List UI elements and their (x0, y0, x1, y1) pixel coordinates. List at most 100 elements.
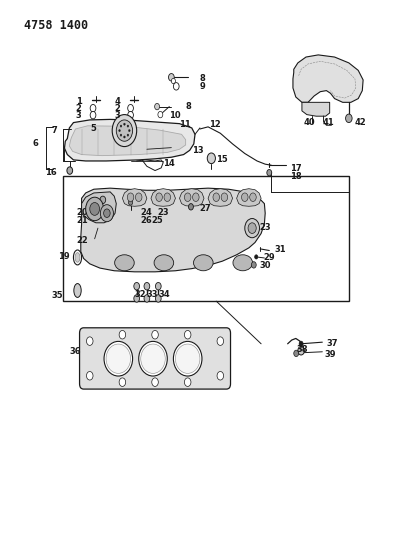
Ellipse shape (74, 284, 81, 297)
Text: 3: 3 (76, 111, 82, 119)
Text: 16: 16 (45, 168, 57, 176)
Circle shape (119, 378, 126, 386)
Polygon shape (151, 189, 175, 206)
Text: 9: 9 (200, 82, 206, 91)
Circle shape (169, 74, 174, 81)
Polygon shape (180, 189, 204, 206)
Text: 24: 24 (141, 208, 153, 217)
Circle shape (129, 130, 130, 132)
Circle shape (217, 372, 224, 380)
Circle shape (67, 167, 73, 174)
Text: 5: 5 (90, 125, 96, 133)
Text: 6: 6 (33, 140, 39, 148)
Circle shape (188, 204, 193, 210)
Text: 35: 35 (52, 292, 63, 300)
Polygon shape (69, 126, 186, 156)
Text: 26: 26 (141, 216, 153, 224)
Circle shape (129, 200, 133, 205)
Text: 11: 11 (179, 120, 191, 129)
Text: 41: 41 (322, 118, 334, 127)
Ellipse shape (115, 255, 134, 271)
Circle shape (120, 134, 122, 136)
Text: 34: 34 (158, 290, 170, 299)
Circle shape (242, 193, 248, 201)
Circle shape (124, 136, 125, 138)
Text: 19: 19 (58, 252, 69, 261)
Ellipse shape (138, 209, 144, 214)
Text: 17: 17 (290, 165, 301, 173)
Circle shape (152, 330, 158, 339)
Circle shape (90, 111, 96, 119)
Text: 2: 2 (115, 104, 120, 112)
Text: 18: 18 (290, 172, 301, 181)
Circle shape (86, 197, 104, 221)
Text: 4758 1400: 4758 1400 (24, 19, 89, 31)
Circle shape (184, 193, 191, 201)
Text: 29: 29 (263, 254, 275, 262)
Circle shape (144, 295, 150, 302)
Text: 23: 23 (259, 223, 271, 231)
Ellipse shape (75, 253, 80, 262)
Circle shape (134, 282, 140, 290)
Circle shape (155, 282, 161, 290)
Ellipse shape (73, 250, 82, 265)
Text: 21: 21 (76, 216, 88, 224)
Text: 7: 7 (51, 126, 57, 135)
Polygon shape (237, 189, 261, 206)
Circle shape (155, 295, 161, 302)
Circle shape (152, 378, 158, 386)
Text: 8: 8 (200, 74, 206, 83)
Circle shape (184, 330, 191, 339)
Circle shape (158, 111, 163, 118)
Text: 2: 2 (76, 104, 82, 112)
Text: 27: 27 (199, 205, 211, 213)
Circle shape (221, 193, 228, 201)
Text: 15: 15 (216, 156, 228, 164)
Ellipse shape (193, 255, 213, 271)
Text: 22: 22 (76, 236, 88, 245)
Text: 39: 39 (324, 350, 336, 359)
Circle shape (119, 130, 120, 132)
Text: 12: 12 (209, 120, 221, 129)
Polygon shape (122, 189, 147, 206)
Text: 14: 14 (163, 159, 175, 168)
Circle shape (135, 193, 142, 201)
Circle shape (144, 282, 150, 290)
Polygon shape (81, 188, 265, 272)
Circle shape (127, 193, 134, 201)
Circle shape (120, 125, 122, 127)
Circle shape (184, 378, 191, 386)
Circle shape (119, 330, 126, 339)
Circle shape (173, 83, 179, 90)
Text: 8: 8 (186, 102, 191, 111)
Text: 3: 3 (115, 111, 120, 119)
Circle shape (86, 337, 93, 345)
Circle shape (193, 193, 199, 201)
Circle shape (155, 103, 160, 110)
Ellipse shape (104, 342, 133, 376)
Text: 37: 37 (326, 340, 338, 348)
Circle shape (127, 134, 129, 136)
Circle shape (255, 255, 258, 259)
Circle shape (164, 193, 171, 201)
Text: 40: 40 (304, 118, 315, 127)
Ellipse shape (141, 344, 165, 373)
Circle shape (90, 104, 96, 112)
Text: 10: 10 (169, 111, 181, 119)
Polygon shape (208, 189, 233, 206)
Ellipse shape (127, 215, 132, 220)
Bar (63, 176, 349, 301)
Polygon shape (82, 192, 116, 223)
Circle shape (298, 346, 304, 355)
Circle shape (251, 262, 256, 268)
Circle shape (346, 114, 352, 123)
Text: 1: 1 (76, 97, 82, 106)
Circle shape (267, 169, 272, 176)
Circle shape (245, 219, 259, 238)
Text: 13: 13 (192, 146, 203, 155)
Circle shape (134, 295, 140, 302)
Circle shape (104, 209, 110, 217)
Polygon shape (64, 119, 195, 161)
Ellipse shape (173, 342, 202, 376)
Circle shape (299, 341, 303, 346)
